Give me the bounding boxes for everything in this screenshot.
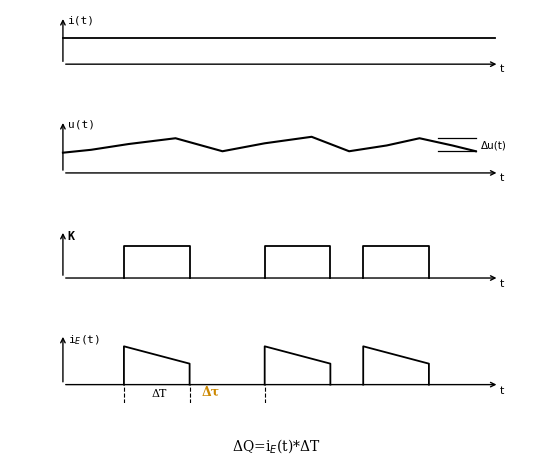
Text: t: t: [499, 386, 503, 395]
Text: Δu(t): Δu(t): [480, 140, 506, 150]
Text: t: t: [499, 173, 503, 183]
Text: ΔQ=i$_E$(t)*ΔT: ΔQ=i$_E$(t)*ΔT: [232, 436, 320, 454]
Text: ΔT: ΔT: [151, 388, 167, 398]
Text: i(t): i(t): [68, 16, 94, 26]
Text: t: t: [499, 279, 503, 288]
Text: t: t: [499, 64, 503, 74]
Text: Δτ: Δτ: [201, 385, 220, 398]
Text: K: K: [68, 229, 75, 242]
Text: i$_E$(t): i$_E$(t): [68, 333, 99, 346]
Text: u(t): u(t): [68, 119, 94, 130]
